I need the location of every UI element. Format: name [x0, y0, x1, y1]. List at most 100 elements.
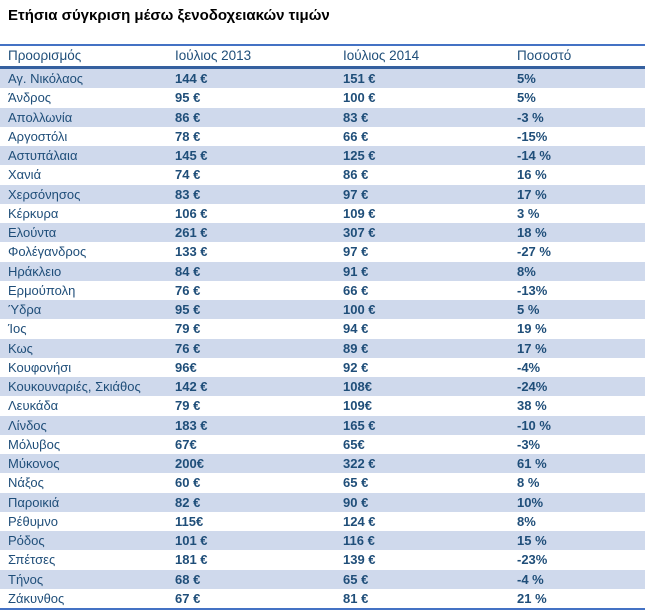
table-row: Ζάκυνθος 67 € 81 € 21 %: [0, 589, 645, 609]
percent-change-cell: -13%: [517, 282, 548, 298]
july-2013-price-cell: 96€: [175, 359, 197, 375]
destination-cell: Κουκουναριές, Σκιάθος: [8, 379, 141, 394]
july-2013-price-cell: 95 €: [175, 302, 201, 317]
destination-cell: Ίος: [8, 321, 27, 337]
july-2013-price-cell: 95 €: [175, 90, 201, 106]
july-2014-price-cell: 89 €: [343, 340, 369, 356]
table-row: Αργοστόλι 78 € 66 € -15%: [0, 127, 645, 146]
table-row: Μόλυβος 67€ 65€ -3%: [0, 435, 645, 454]
percent-change-cell: -27 %: [517, 244, 551, 260]
july-2014-price-cell: 65 €: [343, 571, 369, 587]
percent-change-cell: -15%: [517, 128, 548, 144]
table-row: Παροικιά 82 € 90 € 10%: [0, 492, 645, 512]
july-2013-price-cell: 76 €: [175, 340, 201, 356]
percent-change-cell: 8 %: [517, 475, 540, 491]
destination-cell: Ερμούπολη: [8, 282, 76, 298]
percent-change-cell: -3 %: [517, 109, 544, 125]
july-2014-price-cell: 94 €: [343, 321, 369, 337]
july-2014-price-cell: 86 €: [343, 167, 369, 183]
destination-cell: Ρέθυμνο: [8, 513, 59, 529]
july-2013-price-cell: 106 €: [175, 205, 208, 221]
percent-change-cell: 17 %: [517, 186, 547, 202]
document-page: Ετήσια σύγκριση μέσω ξενοδοχειακών τιμών…: [0, 6, 645, 616]
percent-change-cell: -23%: [517, 552, 548, 568]
july-2014-price-cell: 65€: [343, 436, 365, 452]
table-row: Κως 76 € 89 € 17 %: [0, 338, 645, 358]
percent-change-cell: 18 %: [517, 225, 547, 240]
destination-cell: Σπέτσες: [8, 552, 56, 568]
july-2013-price-cell: 79 €: [175, 398, 201, 414]
destination-cell: Αστυπάλαια: [8, 148, 78, 163]
july-2013-price-cell: 67€: [175, 436, 197, 452]
percent-change-cell: 19 %: [517, 321, 547, 337]
percent-change-cell: 38 %: [517, 398, 547, 414]
percent-change-cell: -4 %: [517, 571, 544, 587]
table-row: Απολλωνία 86 € 83 € -3 %: [0, 107, 645, 127]
july-2013-price-cell: 115€: [175, 513, 204, 529]
destination-cell: Φολέγανδρος: [8, 244, 87, 260]
table-row: Ίος 79 € 94 € 19 %: [0, 319, 645, 338]
column-header-july-2013: Ιούλιος 2013: [167, 45, 335, 69]
destination-cell: Μόλυβος: [8, 436, 61, 452]
destination-cell: Χανιά: [8, 167, 42, 183]
july-2013-price-cell: 83 €: [175, 186, 201, 202]
table-row: Κέρκυρα 106 € 109 € 3 %: [0, 204, 645, 223]
july-2013-price-cell: 142 €: [175, 379, 208, 394]
column-header-july-2014: Ιούλιος 2014: [335, 45, 509, 69]
july-2014-price-cell: 108€: [343, 379, 372, 394]
table-row: Λευκάδα 79 € 109€ 38 %: [0, 396, 645, 415]
percent-change-cell: 8%: [517, 263, 536, 279]
destination-cell: Απολλωνία: [8, 109, 73, 125]
july-2014-price-cell: 83 €: [343, 109, 369, 125]
percent-change-cell: 10%: [517, 494, 544, 510]
july-2014-price-cell: 97 €: [343, 186, 369, 202]
table-row: Κουφονήσι 96€ 92 € -4%: [0, 358, 645, 377]
hotel-price-comparison-table: Προορισμός Ιούλιος 2013 Ιούλιος 2014 Ποσ…: [0, 44, 645, 610]
july-2014-price-cell: 139 €: [343, 552, 376, 568]
destination-cell: Νάξος: [8, 475, 44, 491]
july-2013-price-cell: 76 €: [175, 282, 201, 298]
percent-change-cell: 3 %: [517, 205, 540, 221]
july-2014-price-cell: 66 €: [343, 128, 369, 144]
july-2013-price-cell: 133 €: [175, 244, 208, 260]
table-row: Χανιά 74 € 86 € 16 %: [0, 165, 645, 184]
destination-cell: Λευκάδα: [8, 398, 59, 414]
destination-cell: Χερσόνησος: [8, 186, 81, 202]
july-2013-price-cell: 144 €: [175, 71, 208, 86]
july-2014-price-cell: 165 €: [343, 417, 376, 433]
july-2014-price-cell: 66 €: [343, 282, 369, 298]
july-2014-price-cell: 322 €: [343, 456, 376, 471]
july-2014-price-cell: 109 €: [343, 205, 376, 221]
july-2013-price-cell: 101 €: [175, 533, 208, 548]
table-row: Ηράκλειο 84 € 91 € 8%: [0, 261, 645, 281]
percent-change-cell: 21 %: [517, 590, 547, 606]
destination-cell: Ρόδος: [8, 533, 45, 548]
july-2013-price-cell: 200€: [175, 456, 204, 471]
table-row: Κουκουναριές, Σκιάθος 142 € 108€ -24%: [0, 377, 645, 397]
table-row: Λίνδος 183 € 165 € -10 %: [0, 415, 645, 435]
july-2013-price-cell: 74 €: [175, 167, 201, 183]
destination-cell: Κως: [8, 340, 33, 356]
page-title: Ετήσια σύγκριση μέσω ξενοδοχειακών τιμών: [8, 7, 330, 24]
table-row: Σπέτσες 181 € 139 € -23%: [0, 550, 645, 569]
july-2013-price-cell: 145 €: [175, 148, 208, 163]
percent-change-cell: 5 %: [517, 302, 540, 317]
july-2013-price-cell: 78 €: [175, 128, 201, 144]
july-2013-price-cell: 261 €: [175, 225, 208, 240]
destination-cell: Τήνος: [8, 571, 44, 587]
destination-cell: Παροικιά: [8, 494, 60, 510]
percent-change-cell: 5%: [517, 71, 536, 86]
july-2014-price-cell: 100 €: [343, 302, 376, 317]
july-2013-price-cell: 68 €: [175, 571, 201, 587]
percent-change-cell: -4%: [517, 359, 541, 375]
july-2014-price-cell: 116 €: [343, 533, 375, 548]
july-2014-price-cell: 81 €: [343, 590, 369, 606]
july-2013-price-cell: 84 €: [175, 263, 201, 279]
destination-cell: Μύκονος: [8, 456, 60, 471]
july-2014-price-cell: 100 €: [343, 90, 376, 106]
july-2013-price-cell: 86 €: [175, 109, 201, 125]
destination-cell: Κουφονήσι: [8, 359, 72, 375]
july-2013-price-cell: 82 €: [175, 494, 201, 510]
table-row: Χερσόνησος 83 € 97 € 17 %: [0, 184, 645, 204]
destination-cell: Λίνδος: [8, 417, 47, 433]
